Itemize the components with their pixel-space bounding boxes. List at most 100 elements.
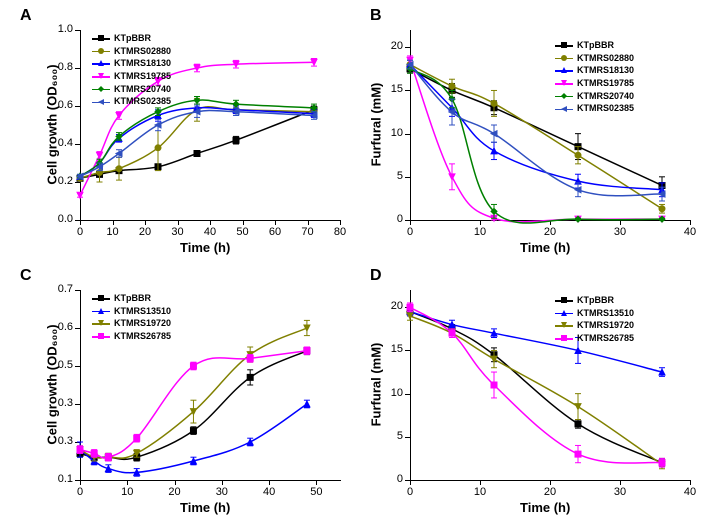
legend-line-icon xyxy=(92,323,110,325)
legend-line-icon xyxy=(555,45,573,47)
legend-marker-icon xyxy=(98,99,104,105)
legend-D: KTpBBRKTMRS13510KTMRS19720KTMRS26785 xyxy=(555,295,634,346)
legend-line-icon xyxy=(555,338,573,340)
legend-marker-icon xyxy=(561,322,567,328)
legend-line-icon xyxy=(555,58,573,60)
legend-row: KTMRS26785 xyxy=(92,331,171,343)
series-line-KTMRS19720 xyxy=(80,328,307,458)
marker-KTMRS26785 xyxy=(659,460,665,466)
marker-KTpBBR xyxy=(233,137,239,143)
legend-label: KTMRS02385 xyxy=(114,96,171,108)
legend-marker-icon xyxy=(561,80,567,86)
legend-marker-icon xyxy=(561,55,567,61)
legend-A: KTpBBRKTMRS02880KTMRS18130KTMRS19785KTMR… xyxy=(92,33,171,109)
marker-KTMRS26785 xyxy=(77,447,83,453)
legend-row: KTMRS13510 xyxy=(92,306,171,318)
legend-line-icon xyxy=(555,300,573,302)
legend-row: KTpBBR xyxy=(92,293,171,305)
legend-label: KTMRS13510 xyxy=(114,306,171,318)
legend-line-icon xyxy=(92,311,110,313)
legend-label: KTMRS19720 xyxy=(577,320,634,332)
legend-label: KTMRS19720 xyxy=(114,318,171,330)
legend-marker-icon xyxy=(561,297,567,303)
legend-line-icon xyxy=(555,325,573,327)
legend-line-icon xyxy=(92,336,110,338)
marker-KTMRS02880 xyxy=(116,166,122,172)
marker-KTMRS26785 xyxy=(575,451,581,457)
panel-D: D05101520010203040Furfural (mM)Time (h)K… xyxy=(360,265,700,515)
marker-KTMRS19720 xyxy=(304,325,310,331)
legend-label: KTMRS02385 xyxy=(577,103,634,115)
legend-line-icon xyxy=(555,96,573,98)
legend-row: KTMRS18130 xyxy=(92,58,171,70)
legend-marker-icon xyxy=(98,35,104,41)
legend-label: KTMRS19785 xyxy=(577,78,634,90)
marker-KTMRS26785 xyxy=(91,450,97,456)
legend-label: KTMRS26785 xyxy=(577,333,634,345)
legend-marker-icon xyxy=(98,60,104,66)
legend-row: KTMRS02880 xyxy=(555,53,634,65)
legend-marker-icon xyxy=(561,67,567,73)
legend-label: KTpBBR xyxy=(577,295,614,307)
marker-KTMRS26785 xyxy=(105,454,111,460)
legend-row: KTMRS19785 xyxy=(555,78,634,90)
legend-B: KTpBBRKTMRS02880KTMRS18130KTMRS19785KTMR… xyxy=(555,40,634,116)
legend-label: KTMRS18130 xyxy=(577,65,634,77)
legend-row: KTpBBR xyxy=(555,40,634,52)
legend-marker-icon xyxy=(98,320,104,326)
marker-KTMRS13510 xyxy=(304,401,310,407)
legend-row: KTMRS20740 xyxy=(92,84,171,96)
legend-label: KTMRS20740 xyxy=(114,84,171,96)
chart-svg-D xyxy=(360,265,700,515)
legend-label: KTMRS19785 xyxy=(114,71,171,83)
legend-marker-icon xyxy=(98,295,104,301)
legend-marker-icon xyxy=(561,93,567,99)
marker-KTMRS26785 xyxy=(304,348,310,354)
legend-label: KTMRS20740 xyxy=(577,91,634,103)
marker-KTMRS02880 xyxy=(659,206,665,212)
marker-KTMRS02880 xyxy=(491,100,497,106)
legend-line-icon xyxy=(555,70,573,72)
legend-marker-icon xyxy=(98,86,104,92)
legend-line-icon xyxy=(92,63,110,65)
legend-row: KTMRS19785 xyxy=(92,71,171,83)
legend-marker-icon xyxy=(98,333,104,339)
legend-label: KTpBBR xyxy=(114,33,151,45)
marker-KTMRS26785 xyxy=(491,382,497,388)
marker-KTMRS13510 xyxy=(247,439,253,445)
marker-KTpBBR xyxy=(247,374,253,380)
legend-row: KTMRS26785 xyxy=(555,333,634,345)
legend-row: KTMRS02385 xyxy=(92,96,171,108)
panel-C: C0.10.30.30.50.60.701020304050Cell growt… xyxy=(10,265,350,515)
marker-KTMRS19785 xyxy=(449,174,455,180)
legend-marker-icon xyxy=(98,73,104,79)
legend-label: KTMRS02880 xyxy=(114,46,171,58)
legend-row: KTpBBR xyxy=(555,295,634,307)
marker-KTpBBR xyxy=(190,428,196,434)
marker-KTMRS26785 xyxy=(247,355,253,361)
legend-label: KTpBBR xyxy=(114,293,151,305)
legend-C: KTpBBRKTMRS13510KTMRS19720KTMRS26785 xyxy=(92,293,171,344)
legend-label: KTMRS26785 xyxy=(114,331,171,343)
marker-KTMRS02880 xyxy=(449,83,455,89)
legend-marker-icon xyxy=(561,106,567,112)
legend-marker-icon xyxy=(98,308,104,314)
legend-marker-icon xyxy=(561,42,567,48)
legend-line-icon xyxy=(92,38,110,40)
legend-line-icon xyxy=(92,76,110,78)
panel-A: A0.00.20.40.60.81.001020304050607080Cell… xyxy=(10,5,350,255)
legend-line-icon xyxy=(555,109,573,111)
marker-KTMRS26785 xyxy=(190,363,196,369)
legend-line-icon xyxy=(555,313,573,315)
legend-label: KTMRS18130 xyxy=(114,58,171,70)
legend-line-icon xyxy=(92,89,110,91)
chart-svg-C xyxy=(10,265,350,515)
legend-row: KTpBBR xyxy=(92,33,171,45)
chart-svg-A xyxy=(10,5,350,255)
legend-line-icon xyxy=(92,51,110,53)
marker-KTMRS26785 xyxy=(449,330,455,336)
marker-KTMRS19785 xyxy=(97,152,103,158)
legend-marker-icon xyxy=(98,48,104,54)
legend-row: KTMRS02385 xyxy=(555,103,634,115)
panel-B: B05101520010203040Furfural (mM)Time (h)K… xyxy=(360,5,700,255)
